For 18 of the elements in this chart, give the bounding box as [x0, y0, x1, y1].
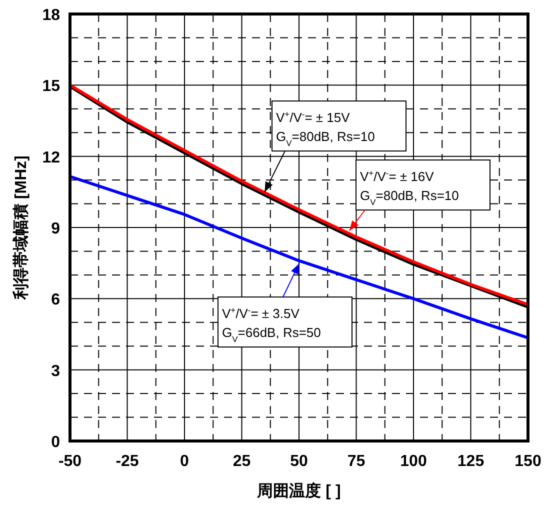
x-tick-label: 50	[290, 453, 308, 470]
y-tick-label: 15	[42, 78, 60, 96]
x-tick-label: 25	[232, 453, 251, 470]
y-axis-title: 利得帯域幅積 [MHz]	[12, 156, 30, 300]
y-tick-label: 9	[51, 220, 60, 238]
x-tick-label: 0	[180, 453, 190, 470]
y-tick-label: 18	[42, 7, 60, 24]
y-tick-label: 12	[42, 149, 60, 166]
x-tick-label: 75	[347, 453, 366, 470]
y-tick-label: 3	[51, 362, 60, 380]
y-tick-label: 6	[51, 292, 60, 309]
x-tick-label: 150	[514, 453, 542, 470]
x-tick-label: -25	[116, 453, 139, 470]
x-tick-label: -50	[58, 453, 82, 470]
y-tick-label: 0	[51, 434, 60, 451]
x-tick-label: 125	[457, 453, 484, 470]
x-axis-title: 周囲温度 [ ]	[256, 481, 341, 500]
x-tick-label: 100	[400, 453, 427, 470]
